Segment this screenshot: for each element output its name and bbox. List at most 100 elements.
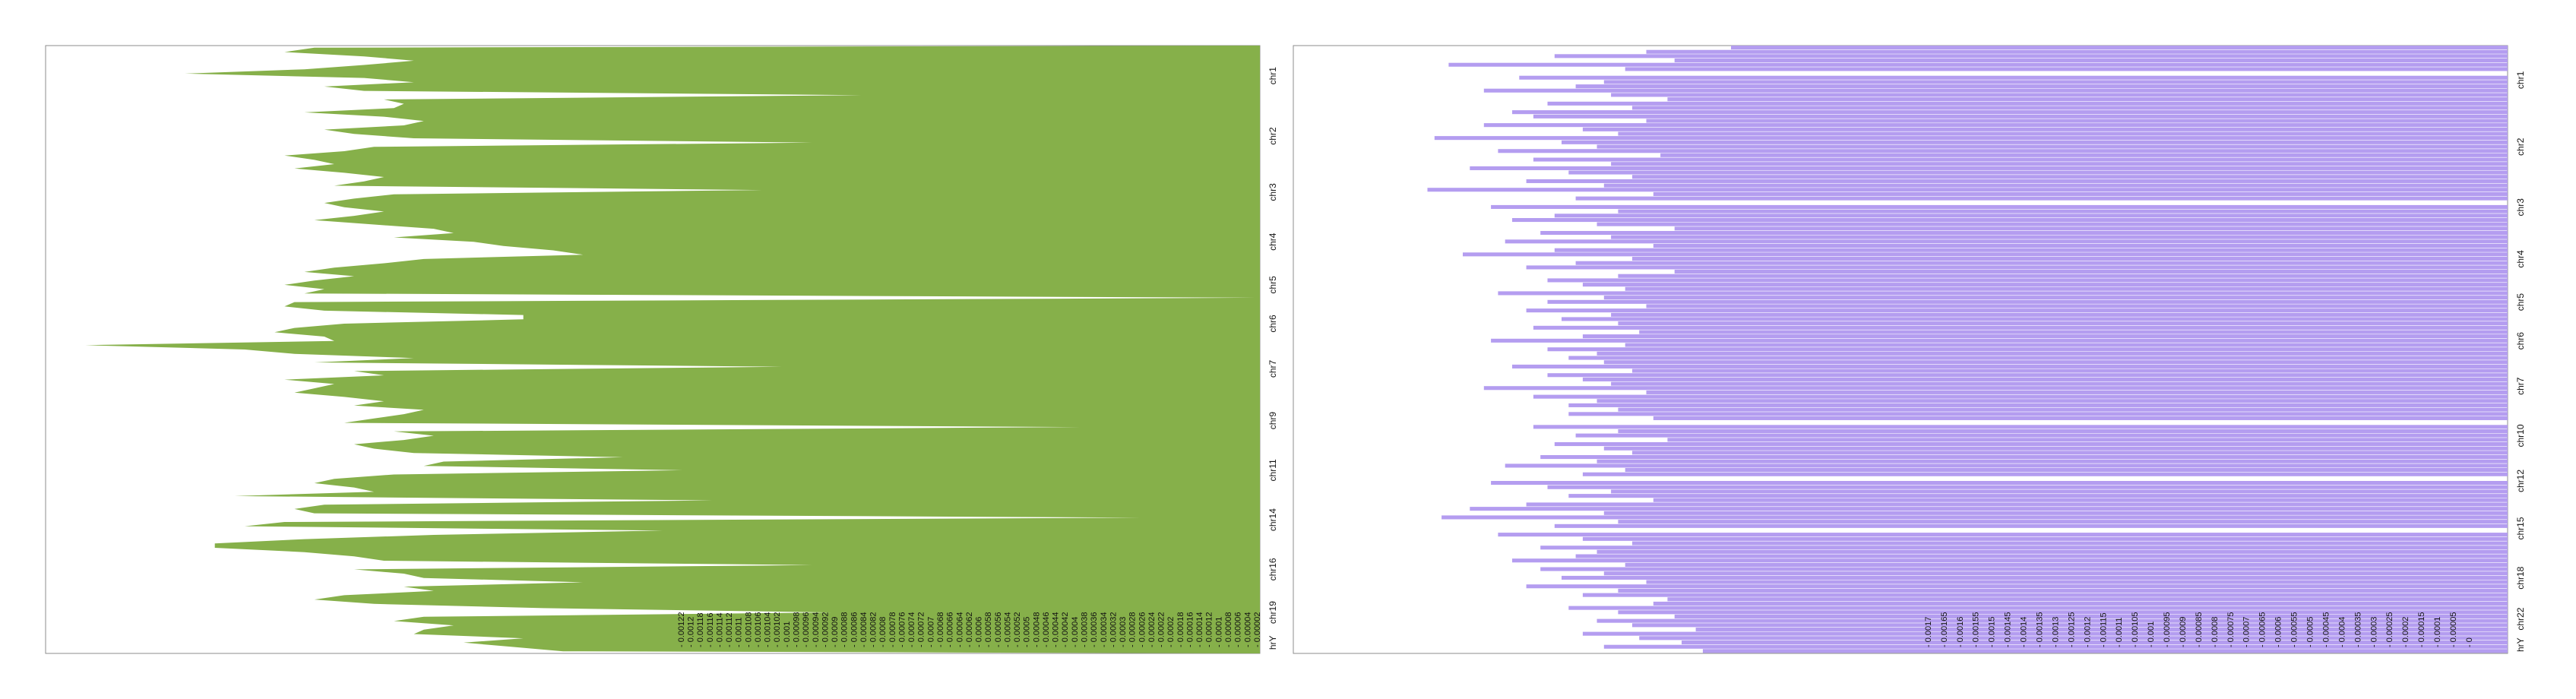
bar-mark bbox=[1597, 618, 2508, 623]
x-tick-label: - 0.0003 bbox=[1119, 617, 1128, 647]
bar-mark bbox=[1575, 261, 2508, 265]
bar-mark bbox=[1582, 377, 2508, 381]
chart-panel-right: chr1 chr2 chr3 chr4 chr5 chr6 chr7 chr10 chr12 ch… bbox=[1293, 45, 2526, 654]
y-tick-label: chr7 bbox=[2515, 377, 2526, 395]
x-tick-label: - 0.00122 bbox=[677, 612, 686, 647]
y-tick-label: chr9 bbox=[1267, 412, 1278, 430]
bar-mark bbox=[1639, 330, 2508, 334]
bar-mark bbox=[1597, 549, 2508, 554]
bar-mark bbox=[1646, 390, 2508, 394]
y-tick-label: chr12 bbox=[2515, 470, 2526, 492]
x-tick-label: - 0.00102 bbox=[773, 612, 782, 647]
bar-mark bbox=[1653, 498, 2508, 502]
bar-mark bbox=[1562, 575, 2508, 580]
x-tick-label: - 0.00055 bbox=[2290, 612, 2299, 647]
area-series bbox=[85, 46, 1260, 653]
x-tick-label: - 0.00076 bbox=[898, 612, 907, 647]
y-tick-label: chr18 bbox=[2515, 566, 2526, 589]
x-tick-label: - 0.00098 bbox=[793, 612, 802, 647]
x-tick-label: - 0.00135 bbox=[2036, 612, 2045, 647]
bar-mark bbox=[1582, 631, 2508, 636]
bar-mark bbox=[1512, 558, 2508, 563]
x-tick-label: - 0.00045 bbox=[2321, 612, 2331, 647]
x-tick-label: - 0.00012 bbox=[1205, 612, 1214, 647]
x-tick-label: - 0.00085 bbox=[2195, 612, 2204, 647]
bar-mark bbox=[1533, 114, 2508, 119]
bar-mark bbox=[1491, 204, 2508, 209]
bar-mark bbox=[1625, 343, 2508, 347]
x-tick-label: - 0.00072 bbox=[917, 612, 926, 647]
bar-mark bbox=[1575, 433, 2508, 438]
y-tick-label: chr3 bbox=[2515, 198, 2526, 217]
x-tick-label: - 0.00115 bbox=[2099, 612, 2108, 647]
x-tick-label: - 0.0014 bbox=[2020, 617, 2029, 647]
bar-mark bbox=[1625, 468, 2508, 473]
y-tick-label: chr19 bbox=[1267, 601, 1278, 624]
bar-mark bbox=[1597, 399, 2508, 403]
bar-mark bbox=[1533, 425, 2508, 429]
bar-mark bbox=[1618, 209, 2508, 213]
x-tick-label: - 0.00082 bbox=[869, 612, 878, 647]
x-tick-label: - 0.00015 bbox=[2417, 612, 2426, 647]
bar-mark bbox=[1554, 523, 2508, 528]
x-tick-label: - 0.0008 bbox=[2210, 617, 2220, 647]
bar-mark bbox=[1731, 46, 2508, 50]
bar-mark bbox=[1597, 222, 2508, 226]
bar-mark bbox=[1498, 291, 2508, 296]
y-tick-label: hrY bbox=[2515, 637, 2526, 652]
bar-mark bbox=[1618, 131, 2508, 136]
bar-mark bbox=[1702, 649, 2508, 653]
bar-mark bbox=[1603, 644, 2508, 649]
bar-mark bbox=[1519, 75, 2508, 80]
bar-mark bbox=[1562, 140, 2508, 144]
bar-mark bbox=[1540, 455, 2508, 460]
x-tick-label: - 0.0002 bbox=[1166, 617, 1176, 647]
y-tick-label: chr4 bbox=[1267, 232, 1278, 251]
bar-mark bbox=[1526, 265, 2508, 270]
bar-mark bbox=[1674, 226, 2508, 231]
bar-mark bbox=[1568, 170, 2508, 175]
x-tick-label: - 0.0012 bbox=[687, 617, 696, 647]
bar-mark bbox=[1674, 614, 2508, 618]
x-tick-label: - 0.0005 bbox=[2306, 617, 2315, 647]
x-tick-label: - 0.0009 bbox=[831, 617, 840, 647]
x-tick-label: - 0.00114 bbox=[715, 612, 724, 647]
bar-mark bbox=[1582, 334, 2508, 339]
bar-mark bbox=[1554, 213, 2508, 218]
bar-mark bbox=[1582, 472, 2508, 476]
bar-mark bbox=[1441, 515, 2508, 520]
bar-mark bbox=[1625, 562, 2508, 567]
y-tick-label: chr2 bbox=[2515, 138, 2526, 156]
bar-mark bbox=[1603, 360, 2508, 365]
x-tick-label: - 0.00056 bbox=[994, 612, 1003, 647]
x-tick-label: - 0.00075 bbox=[2226, 612, 2236, 647]
y-tick-label: chr7 bbox=[1267, 360, 1278, 378]
bar-mark bbox=[1597, 351, 2508, 356]
x-tick-label: - 0.0008 bbox=[878, 617, 888, 647]
bar-mark bbox=[1603, 446, 2508, 451]
x-tick-label: - 0.00008 bbox=[1224, 612, 1233, 647]
bar-mark bbox=[1618, 407, 2508, 412]
bar-mark bbox=[1547, 485, 2508, 489]
y-tick-label: chr14 bbox=[1267, 508, 1278, 531]
bar-mark bbox=[1611, 235, 2508, 239]
chart-panel-left: chr1 chr2 chr3 chr4 chr5 chr6 chr7 chr9 chr11 chr… bbox=[45, 45, 1278, 654]
x-tick-label: - 0.00025 bbox=[2385, 612, 2394, 647]
x-tick-label: - 0.00016 bbox=[1186, 612, 1195, 647]
bar-mark bbox=[1470, 507, 2508, 511]
bar-mark bbox=[1575, 554, 2508, 558]
x-tick-label: - 0.0011 bbox=[735, 617, 744, 647]
x-tick-label: - 0.00022 bbox=[1157, 612, 1166, 647]
bar-mark bbox=[1540, 567, 2508, 571]
x-tick-label: - 0.001 bbox=[2147, 622, 2156, 647]
bar-mark bbox=[1674, 270, 2508, 274]
bar-mark bbox=[1646, 49, 2508, 54]
bar-mark bbox=[1533, 394, 2508, 399]
x-tick-label: - 0.00092 bbox=[821, 612, 830, 647]
y-tick-label: chr1 bbox=[1267, 67, 1278, 85]
bar-mark bbox=[1448, 62, 2508, 67]
bar-mark bbox=[1618, 321, 2508, 326]
x-tick-label: - 0.00105 bbox=[2131, 612, 2140, 647]
bar-mark bbox=[1554, 54, 2508, 59]
